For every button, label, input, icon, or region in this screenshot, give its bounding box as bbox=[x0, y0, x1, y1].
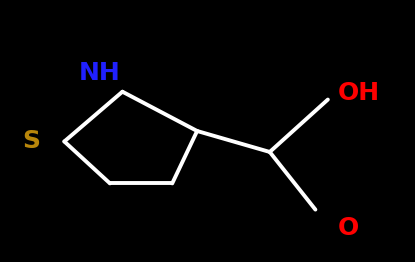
Text: S: S bbox=[22, 129, 40, 154]
Text: OH: OH bbox=[338, 81, 380, 105]
Text: O: O bbox=[338, 216, 359, 240]
Text: NH: NH bbox=[79, 61, 120, 85]
